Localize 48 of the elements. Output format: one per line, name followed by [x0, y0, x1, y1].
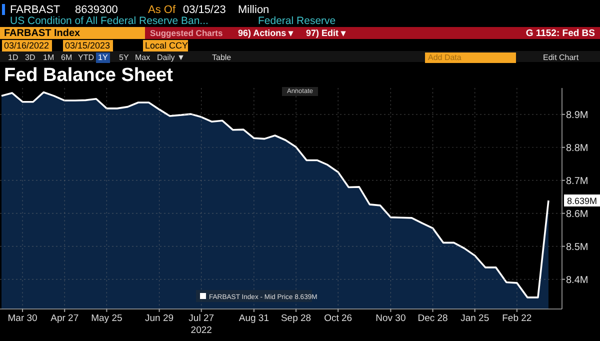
y-tick-label: 8.5M [566, 242, 588, 253]
x-tick-label: Nov 30 [376, 313, 406, 324]
text: As Of [148, 4, 176, 16]
x-axis-title: 2022 [190, 325, 212, 336]
y-tick-label: 8.7M [566, 176, 588, 187]
text: 1D [8, 53, 18, 62]
text: Edit Chart [543, 53, 580, 62]
text: 1M [43, 53, 54, 62]
y-tick-label: 8.8M [566, 142, 588, 154]
text: Federal Reserve [258, 15, 336, 27]
x-tick-label: Aug 31 [238, 313, 270, 324]
text: 6M [61, 53, 72, 62]
chart-title: Fed Balance Sheet [4, 65, 174, 86]
x-tick-label: Dec 28 [418, 313, 448, 324]
text: G 1152: Fed BS [526, 28, 595, 39]
x-tick-label: Apr 27 [50, 313, 79, 324]
annotation: 8.639M [567, 196, 598, 206]
text: FARBAST Index [4, 28, 81, 39]
text: 1Y [98, 53, 108, 62]
x-tick-label: Jun 29 [145, 313, 174, 324]
text: Table [212, 53, 232, 62]
text: 97) Edit ▾ [306, 28, 346, 38]
x-tick-label: Sep 28 [280, 313, 312, 324]
text: 8639300 [75, 4, 118, 16]
text: Max [135, 53, 150, 62]
x-tick-label: May 25 [91, 313, 122, 324]
text: 03/15/23 [183, 4, 226, 16]
text: 03/16/2022 [4, 40, 50, 50]
text: Local CCY [145, 40, 188, 50]
text: 5Y [119, 53, 130, 62]
x-tick-label: Feb 22 [502, 313, 532, 324]
text: Suggested Charts [150, 28, 224, 38]
y-tick-label: 8.9M [566, 110, 588, 121]
x-tick-label: Jan 25 [460, 313, 490, 324]
text: US Condition of All Federal Reserve Ban... [10, 15, 208, 27]
text: 3D [25, 53, 36, 62]
x-tick-label: Oct 26 [324, 313, 352, 324]
text: Daily ▼ [157, 53, 185, 62]
text: Million [238, 4, 270, 16]
text: 03/15/2023 [65, 40, 110, 50]
text: YTD [78, 53, 94, 62]
y-tick-label: 8.6M [566, 208, 588, 220]
x-tick-label: Jul 27 [188, 313, 214, 324]
text: Add Data [428, 53, 462, 62]
y-tick-label: 8.4M [566, 274, 588, 286]
x-tick-label: Mar 30 [8, 313, 38, 324]
text: FARBAST [10, 4, 60, 16]
text: 96) Actions ▾ [238, 28, 294, 38]
